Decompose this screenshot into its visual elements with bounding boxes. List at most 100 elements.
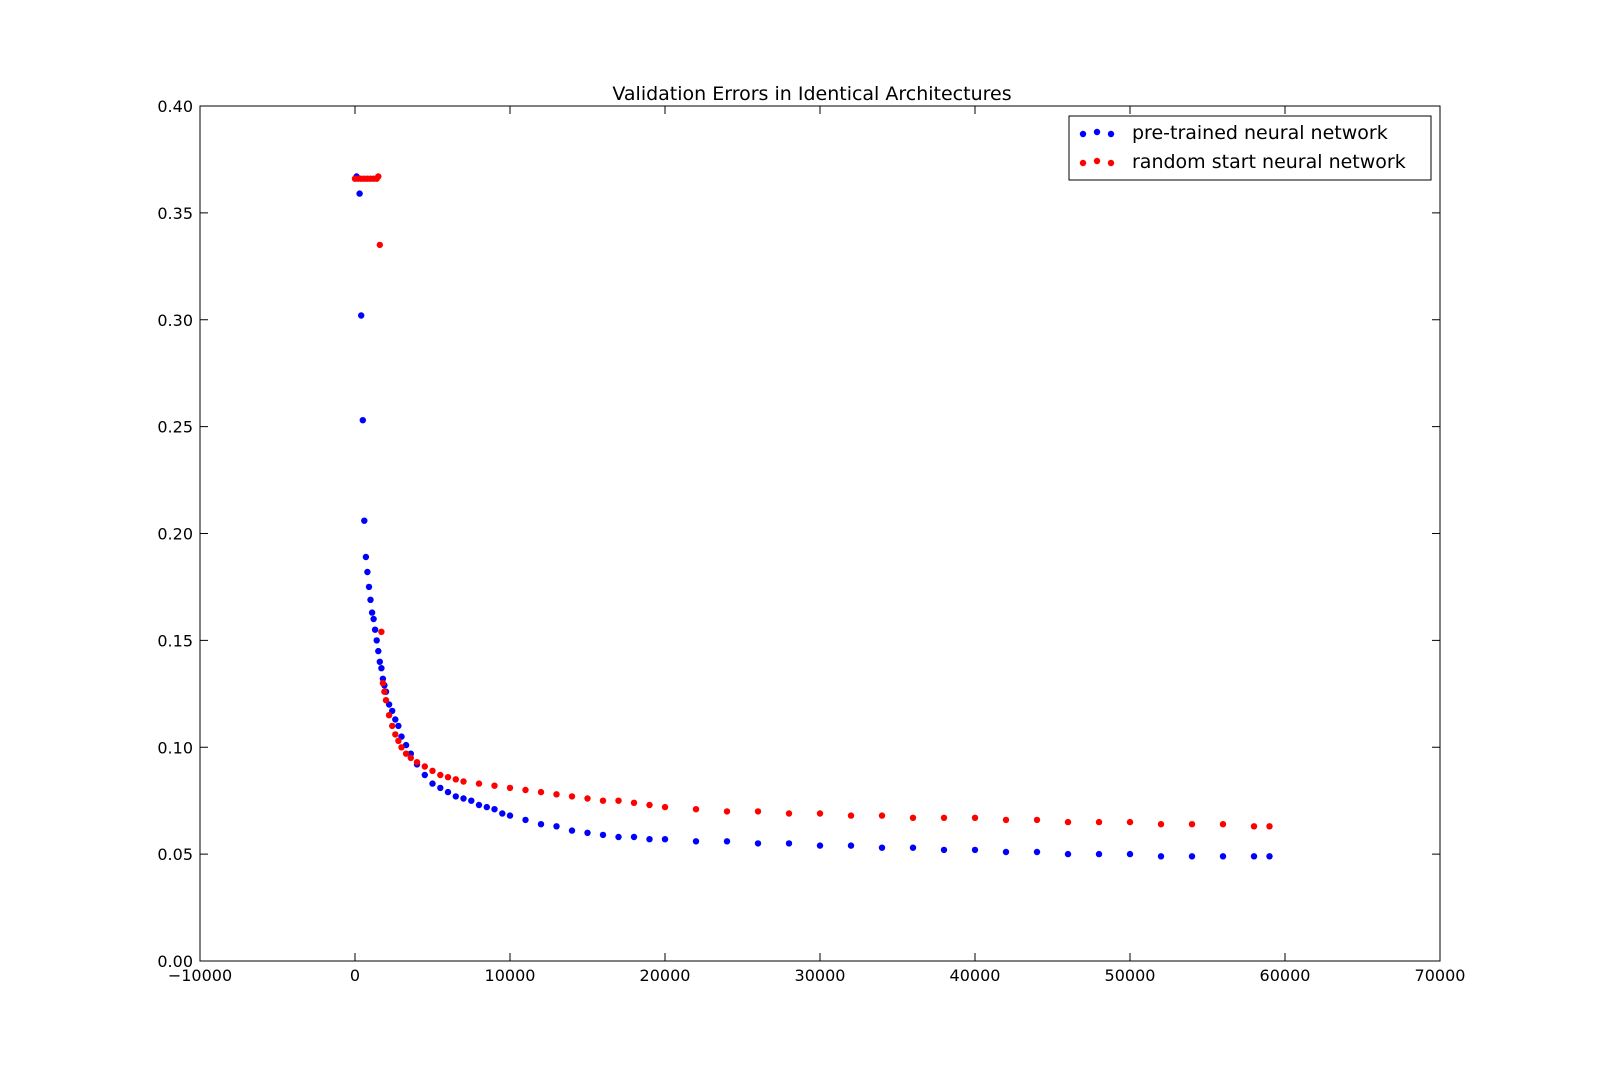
data-point <box>522 786 529 794</box>
data-point <box>368 609 376 616</box>
legend-marker <box>1107 130 1115 138</box>
legend-marker <box>1079 130 1087 138</box>
y-tick-label: 0.00 <box>157 952 193 971</box>
data-point <box>413 759 421 766</box>
data-point <box>359 417 366 424</box>
data-point <box>491 806 498 813</box>
data-point <box>407 754 414 762</box>
data-point <box>358 312 365 319</box>
data-point <box>1126 818 1134 826</box>
data-point <box>437 771 444 779</box>
data-point <box>389 722 396 730</box>
data-point <box>940 846 948 854</box>
data-point <box>421 771 428 779</box>
data-point <box>615 833 622 841</box>
data-point <box>421 763 428 770</box>
data-point <box>1064 850 1072 858</box>
legend-label: pre-trained neural network <box>1132 122 1388 144</box>
data-point <box>365 583 373 591</box>
data-point <box>1033 848 1041 856</box>
data-point <box>367 596 374 603</box>
data-point <box>754 808 762 815</box>
data-point <box>475 801 483 809</box>
data-point <box>909 814 917 821</box>
data-point <box>452 793 459 800</box>
data-point <box>1157 821 1165 828</box>
data-point <box>584 829 591 836</box>
data-point <box>370 615 377 623</box>
data-point <box>723 808 731 815</box>
data-point <box>584 795 591 802</box>
y-tick-label: 0.25 <box>157 418 193 437</box>
x-tick-label: 70000 <box>1415 966 1466 985</box>
data-point <box>385 712 393 719</box>
data-point <box>356 190 363 197</box>
data-point <box>364 568 371 576</box>
legend-box <box>1068 115 1432 181</box>
data-point <box>599 797 607 804</box>
legend-marker <box>1079 159 1087 167</box>
data-point <box>402 750 410 757</box>
data-point <box>483 803 490 811</box>
data-point <box>444 774 452 781</box>
data-point <box>429 780 436 787</box>
legend-marker <box>1093 128 1101 136</box>
data-point <box>375 173 382 180</box>
data-point <box>599 831 607 839</box>
data-point <box>1002 816 1010 824</box>
data-point <box>376 241 383 249</box>
data-point <box>452 776 459 783</box>
data-point <box>522 816 529 824</box>
data-point <box>878 844 886 851</box>
data-point <box>553 791 560 798</box>
data-point <box>376 658 383 665</box>
data-point <box>615 797 622 804</box>
series-2 <box>351 173 1273 830</box>
data-point <box>816 810 824 817</box>
data-point <box>382 697 390 704</box>
data-point <box>506 784 514 792</box>
data-point <box>373 637 380 644</box>
data-point <box>378 628 385 635</box>
legend-entry-1: pre-trained neural network <box>1079 122 1388 144</box>
data-point <box>392 731 399 738</box>
y-tick-label: 0.10 <box>157 738 193 757</box>
legend-marker <box>1107 159 1115 167</box>
legend-label: random start neural network <box>1132 151 1406 173</box>
data-point <box>371 626 379 633</box>
data-point <box>1250 823 1258 830</box>
data-point <box>785 840 793 847</box>
legend: pre-trained neural network random start n… <box>1068 115 1432 181</box>
data-point <box>785 810 793 817</box>
x-tick-label: 50000 <box>1105 966 1156 985</box>
data-point <box>381 688 388 695</box>
data-point <box>499 810 506 817</box>
data-point <box>1219 853 1227 860</box>
x-tick-label: 10000 <box>485 966 536 985</box>
y-tick-label: 0.30 <box>157 311 193 330</box>
data-point <box>630 833 638 841</box>
data-point <box>1126 850 1134 858</box>
legend-marker <box>1093 157 1101 165</box>
data-point <box>646 836 653 843</box>
data-point <box>971 846 979 854</box>
data-point <box>1002 848 1010 856</box>
x-tick-label: 0 <box>350 966 360 985</box>
data-point <box>1188 853 1196 860</box>
data-point <box>1266 853 1273 860</box>
data-point <box>1250 853 1258 860</box>
data-point <box>362 553 370 561</box>
data-point <box>940 814 948 821</box>
data-point <box>1033 816 1041 824</box>
data-point <box>361 517 368 524</box>
data-point <box>1266 823 1273 830</box>
y-tick-label: 0.05 <box>157 845 193 864</box>
y-tick-label: 0.20 <box>157 525 193 544</box>
y-tick-label: 0.35 <box>157 204 193 223</box>
data-points <box>351 173 1273 860</box>
data-point <box>398 744 405 751</box>
data-point <box>1095 818 1103 826</box>
data-point <box>437 784 444 792</box>
data-point <box>661 836 669 843</box>
